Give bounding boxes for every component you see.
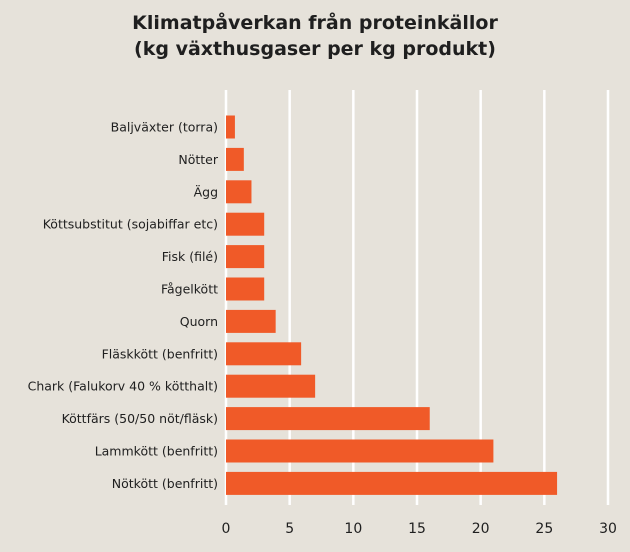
chart-title: Klimatpåverkan från proteinkällor	[132, 12, 498, 34]
category-label: Chark (Falukorv 40 % kötthalt)	[28, 379, 218, 394]
x-tick-label: 0	[222, 521, 231, 537]
bar-layer	[226, 115, 558, 495]
category-label: Fisk (filé)	[162, 249, 218, 264]
bar	[226, 147, 244, 171]
bar	[226, 309, 276, 333]
x-tick-label: 10	[344, 521, 362, 537]
category-label-layer: Baljväxter (torra) Nötter Ägg Köttsubstitut…	[28, 120, 219, 491]
bar	[226, 407, 430, 431]
category-label: Nötkött (benfritt)	[112, 476, 218, 491]
x-tick-label: 5	[285, 521, 294, 537]
bar	[226, 471, 558, 495]
category-label: Lammkött (benfritt)	[95, 444, 218, 459]
x-tick-label: 25	[535, 521, 553, 537]
bar	[226, 115, 235, 139]
bar	[226, 212, 265, 236]
bar	[226, 245, 265, 269]
category-label: Nötter	[178, 152, 218, 167]
category-label: Köttfärs (50/50 nöt/fläsk)	[62, 411, 218, 426]
category-label: Fläskkött (benfritt)	[102, 346, 218, 361]
bar	[226, 374, 316, 398]
category-label: Ägg	[194, 184, 218, 199]
category-label: Baljväxter (torra)	[111, 120, 218, 135]
category-label: Köttsubstitut (sojabiffar etc)	[43, 217, 218, 232]
tick-label-layer: 0 5 10 15 20 25 30	[222, 521, 617, 537]
grid-layer	[224, 90, 610, 505]
bar	[226, 180, 252, 204]
x-tick-label: 20	[472, 521, 490, 537]
bar	[226, 277, 265, 301]
x-tick-label: 30	[599, 521, 617, 537]
chart-title-block: Klimatpåverkan från proteinkällor (kg vä…	[0, 10, 630, 62]
x-tick-label: 15	[408, 521, 426, 537]
bar	[226, 342, 302, 366]
bar	[226, 439, 494, 463]
category-label: Quorn	[180, 314, 218, 329]
chart-subtitle: (kg växthusgaser per kg produkt)	[134, 38, 496, 60]
category-label: Fågelkött	[161, 282, 218, 297]
